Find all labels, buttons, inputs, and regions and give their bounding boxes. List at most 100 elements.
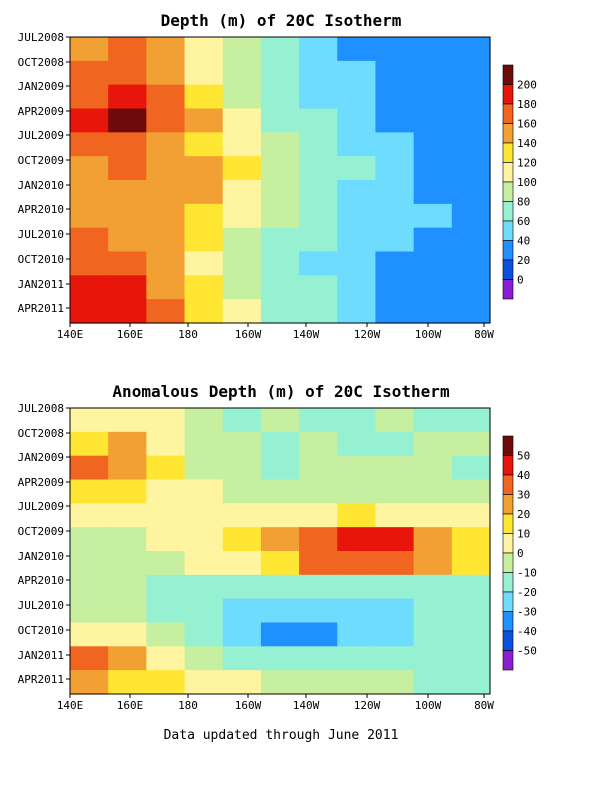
heatmap-cell xyxy=(451,203,491,229)
heatmap-cell xyxy=(337,180,377,205)
heatmap-cell xyxy=(146,132,186,157)
heatmap-cell xyxy=(70,275,109,300)
heatmap-cell xyxy=(146,646,186,671)
heatmap-cell xyxy=(222,299,262,324)
depth-chart-title: Depth (m) of 20C Isotherm xyxy=(161,11,402,30)
heatmap-cell xyxy=(337,479,377,504)
heatmap-cell xyxy=(146,275,186,300)
colorbar-label: -20 xyxy=(517,586,537,599)
heatmap-cell xyxy=(184,455,224,481)
heatmap-cell xyxy=(70,37,109,62)
heatmap-cell xyxy=(108,84,147,110)
heatmap-cell xyxy=(70,180,109,205)
heatmap-cell xyxy=(375,455,415,481)
heatmap-cell xyxy=(260,455,300,481)
colorbar-label: -40 xyxy=(517,625,537,638)
colorbar-swatch xyxy=(502,435,514,456)
heatmap-cell xyxy=(451,227,491,253)
y-tick-label: JAN2009 xyxy=(18,80,64,93)
heatmap-cell xyxy=(413,574,453,600)
heatmap-cell xyxy=(413,203,453,229)
x-tick-label: 160E xyxy=(117,699,144,712)
heatmap-cell xyxy=(260,646,300,671)
colorbar-swatch xyxy=(502,240,514,261)
colorbar-label: 60 xyxy=(517,215,530,228)
heatmap-cell xyxy=(413,132,453,157)
heatmap-cell xyxy=(70,479,109,504)
heatmap-cell xyxy=(299,598,338,624)
heatmap-cell xyxy=(222,551,262,576)
heatmap-cell xyxy=(451,455,491,481)
heatmap-cell xyxy=(413,60,453,86)
x-tick-label: 120W xyxy=(354,328,381,341)
heatmap-cell xyxy=(70,227,109,253)
anomaly-colorbar: 50 40 30 20 10 0 -10 -20 -30 -40 -50 xyxy=(502,435,537,671)
heatmap-cell xyxy=(375,574,415,600)
x-tick-label: 100W xyxy=(415,328,442,341)
colorbar-swatch xyxy=(502,259,514,280)
heatmap-cell xyxy=(337,574,377,600)
heatmap-cell xyxy=(108,108,147,133)
heatmap-cell xyxy=(299,203,338,229)
heatmap-cell xyxy=(222,275,262,300)
heatmap-cell xyxy=(108,503,147,528)
heatmap-cell xyxy=(184,574,224,600)
anomaly-chart-title: Anomalous Depth (m) of 20C Isotherm xyxy=(112,382,450,401)
heatmap-cell xyxy=(299,408,338,433)
heatmap-cell xyxy=(299,251,338,276)
heatmap-cell xyxy=(413,180,453,205)
y-tick-label: JUL2009 xyxy=(18,129,64,142)
x-tick-label: 180 xyxy=(178,328,198,341)
heatmap-cell xyxy=(222,132,262,157)
heatmap-cell xyxy=(299,503,338,528)
heatmap-cell xyxy=(108,203,147,229)
colorbar-label: 40 xyxy=(517,235,530,248)
y-tick-label: JAN2011 xyxy=(18,649,64,662)
heatmap-cell xyxy=(375,670,415,695)
heatmap-cell xyxy=(451,156,491,181)
heatmap-cell xyxy=(146,527,186,552)
heatmap-cell xyxy=(108,431,147,457)
colorbar-label: 50 xyxy=(517,450,530,463)
y-tick-label: JAN2011 xyxy=(18,278,64,291)
heatmap-cell xyxy=(451,527,491,552)
heatmap-cell xyxy=(146,455,186,481)
heatmap-cell xyxy=(451,275,491,300)
heatmap-cell xyxy=(337,60,377,86)
heatmap-cell xyxy=(222,156,262,181)
colorbar-swatch xyxy=(502,591,514,612)
heatmap-cell xyxy=(184,431,224,457)
heatmap-cell xyxy=(108,299,147,324)
heatmap-cell xyxy=(260,670,300,695)
y-tick-label: OCT2009 xyxy=(18,154,64,167)
heatmap-cell xyxy=(413,551,453,576)
x-tick-label: 160W xyxy=(235,328,262,341)
heatmap-cell xyxy=(413,622,453,647)
colorbar-label: 160 xyxy=(517,118,537,131)
heatmap-cell xyxy=(108,408,147,433)
y-tick-label: APR2010 xyxy=(18,203,64,216)
heatmap-cell xyxy=(375,479,415,504)
heatmap-cell xyxy=(184,408,224,433)
y-tick-label: JUL2008 xyxy=(18,402,64,415)
heatmap-cell xyxy=(451,622,491,647)
x-tick-label: 140E xyxy=(57,699,84,712)
heatmap-cell xyxy=(70,551,109,576)
heatmap-cell xyxy=(108,275,147,300)
x-tick-label: 80W xyxy=(474,328,494,341)
y-tick-label: OCT2010 xyxy=(18,253,64,266)
heatmap-cell xyxy=(337,408,377,433)
heatmap-cell xyxy=(299,455,338,481)
heatmap-cell xyxy=(184,646,224,671)
heatmap-cell xyxy=(451,60,491,86)
heatmap-cell xyxy=(375,431,415,457)
heatmap-cell xyxy=(299,646,338,671)
heatmap-cell xyxy=(222,455,262,481)
colorbar-swatch xyxy=(502,84,514,105)
depth-y-axis: JUL2008 OCT2008 JAN2009 APR2009 JUL2009 OCT20… xyxy=(18,31,70,315)
heatmap-cell xyxy=(260,622,300,647)
heatmap-cell xyxy=(222,479,262,504)
heatmap-cell xyxy=(413,108,453,133)
heatmap-cell xyxy=(108,60,147,86)
colorbar-swatch xyxy=(502,494,514,515)
